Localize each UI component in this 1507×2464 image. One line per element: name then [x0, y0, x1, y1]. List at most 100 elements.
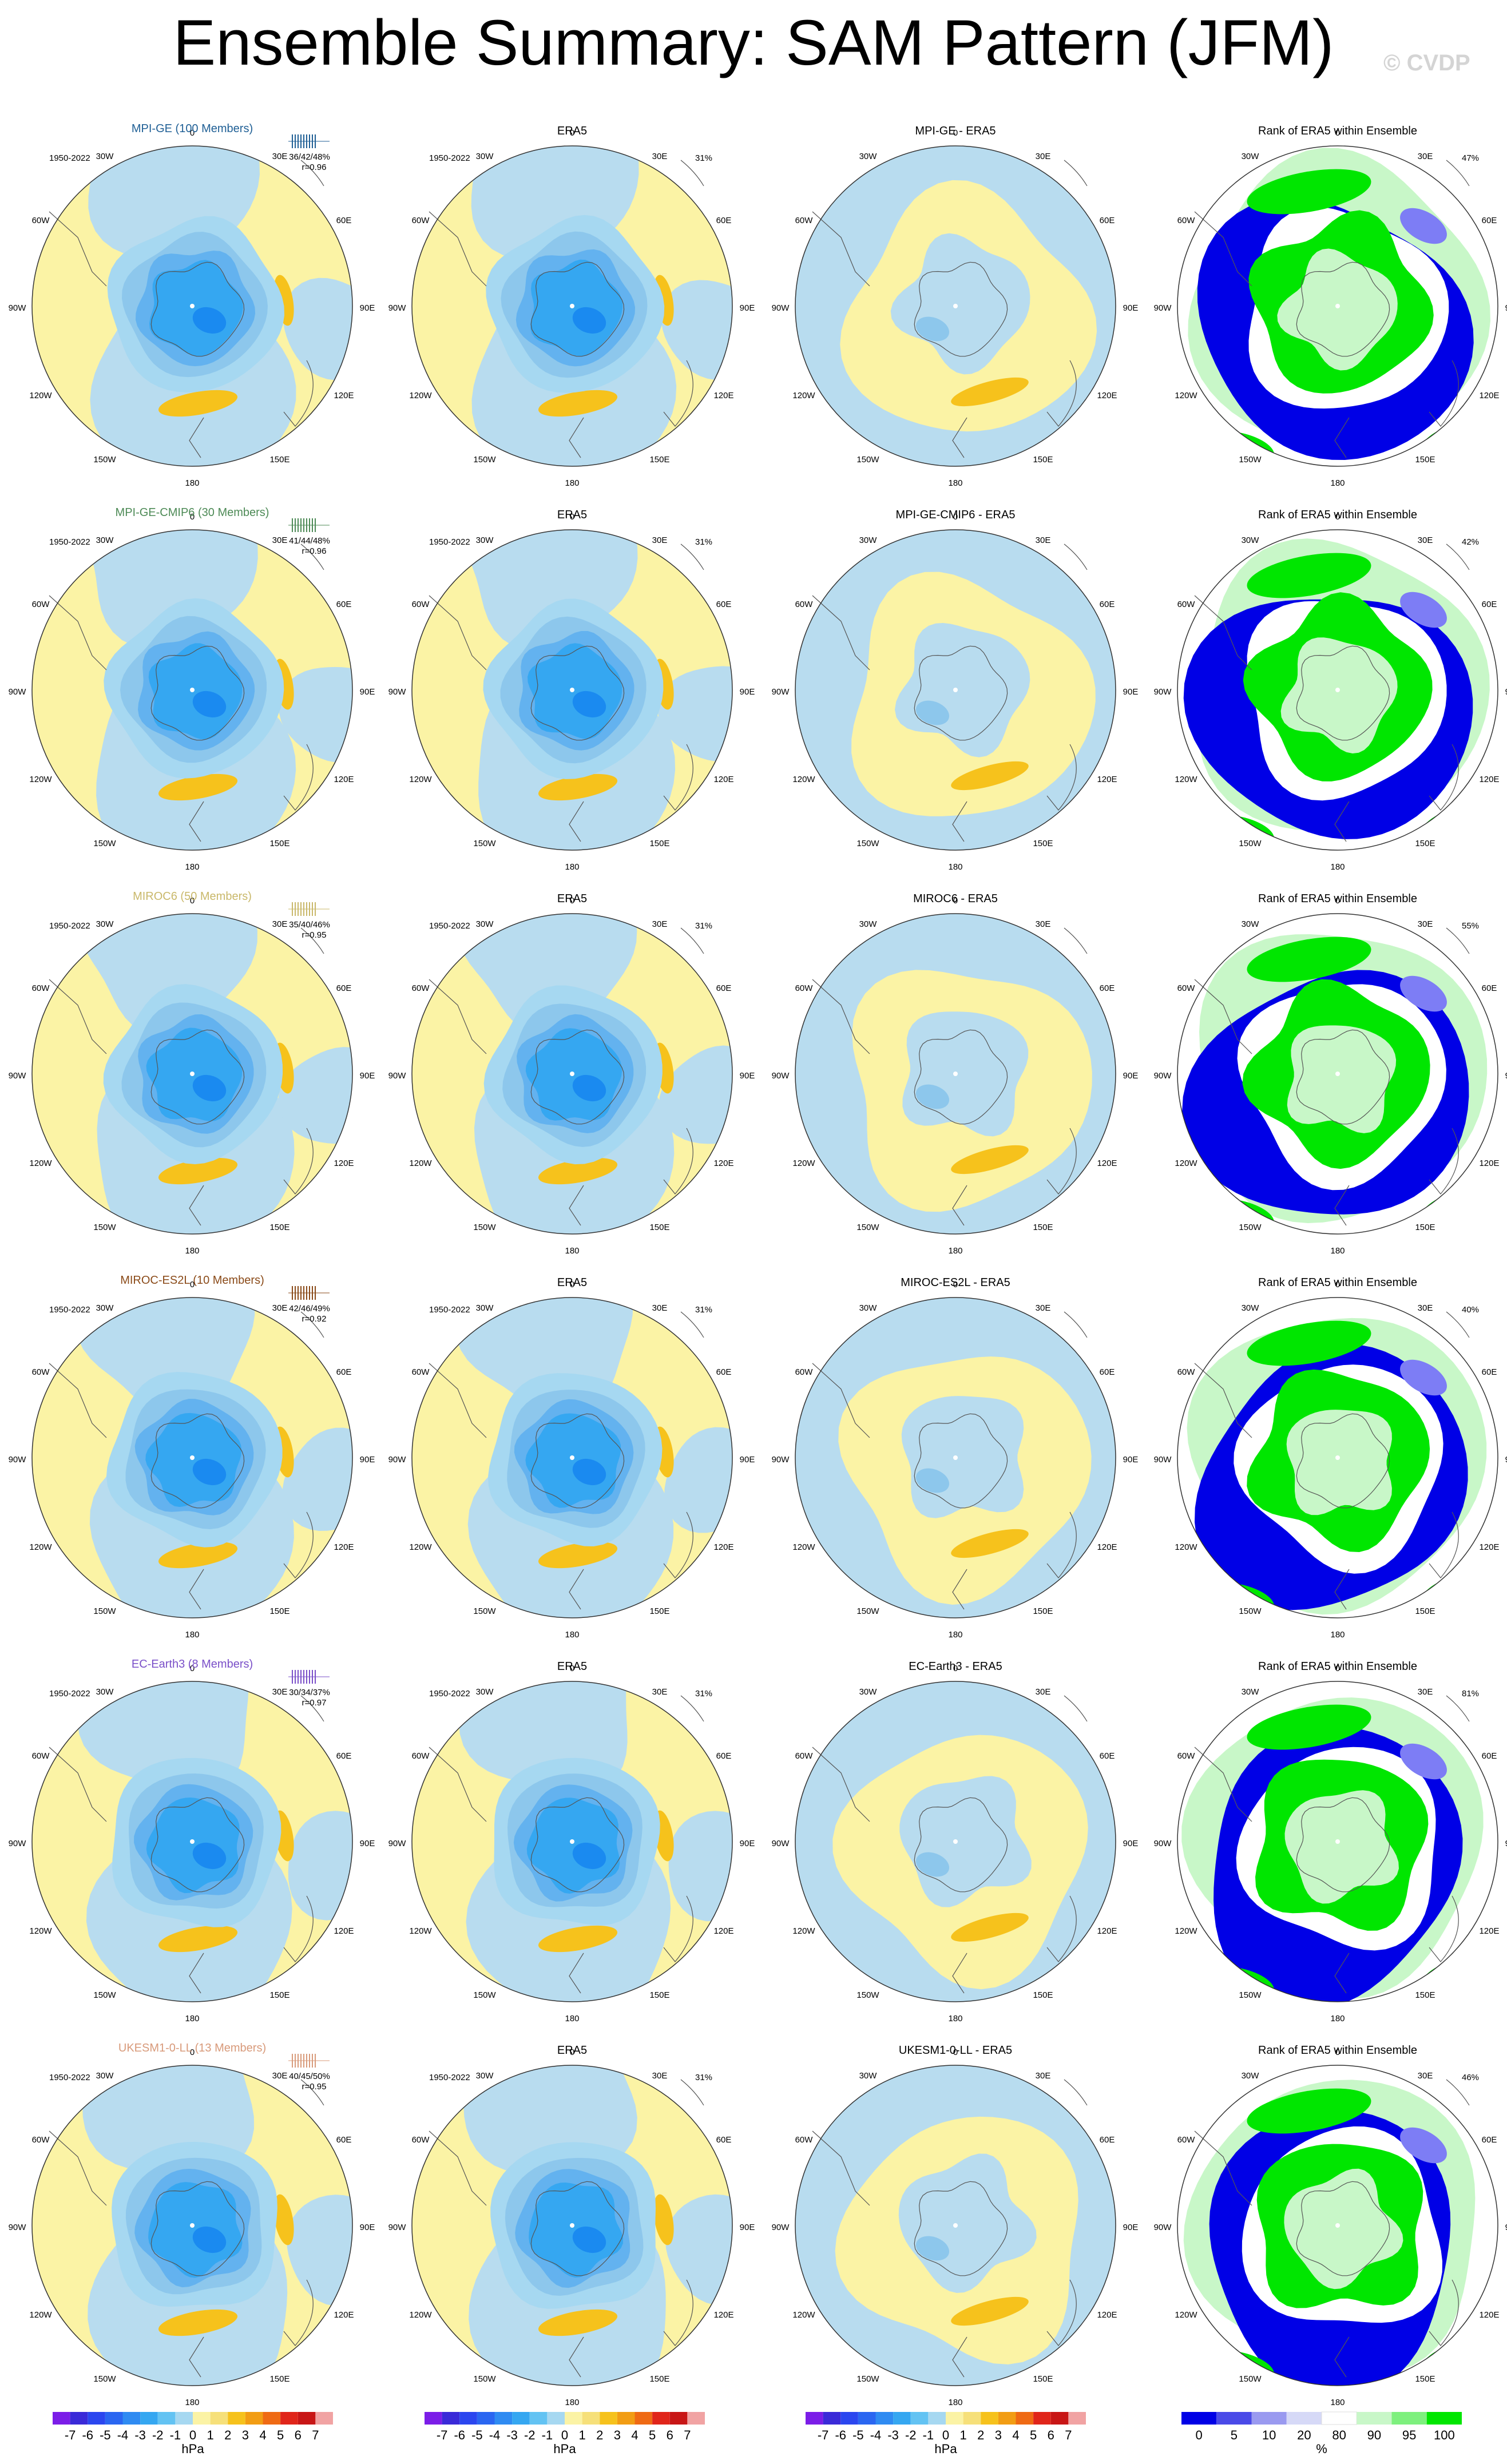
longitude-label: 0 [1335, 1664, 1340, 1673]
africa-coastline [680, 927, 704, 954]
south-pole-marker [1335, 688, 1340, 692]
negative-level-5 [572, 1842, 606, 1870]
longitude-label: 60E [716, 216, 732, 225]
longitude-label: 180 [948, 1246, 962, 1256]
longitude-label: 30W [859, 1687, 878, 1697]
colorbar-tick-label: 7 [684, 2428, 691, 2442]
longitude-label: 60E [336, 216, 352, 225]
colorbar-swatch [823, 2412, 841, 2425]
positive-anomaly [273, 2194, 294, 2245]
difference-title: UKESM1-0-LL - ERA5 [899, 2044, 1012, 2057]
longitude-label: 150W [93, 455, 116, 465]
negative-level-5 [192, 2226, 227, 2253]
colorbar-tick-label: 4 [259, 2428, 266, 2442]
colorbar-swatch [140, 2412, 158, 2425]
australia-coastline [1046, 360, 1077, 427]
rank-high-region [1247, 2088, 1371, 2134]
longitude-label: 30E [272, 919, 288, 929]
longitude-label: 90W [1154, 2223, 1172, 2232]
rank-low-region [1400, 592, 1447, 628]
colorbar-swatch [963, 2412, 981, 2425]
positive-anomaly [538, 390, 618, 417]
new-zealand-coastline [569, 1569, 584, 1610]
map-boundary [31, 913, 353, 1235]
longitude-label: 30W [1242, 152, 1260, 161]
longitude-label: 90E [1123, 687, 1139, 697]
colorbar-swatch [858, 2412, 876, 2425]
colorbar-swatch [1181, 2412, 1217, 2425]
colorbar-swatch [910, 2412, 929, 2425]
longitude-label: 120E [1479, 2310, 1499, 2320]
colorbar-tick-label: 20 [1297, 2428, 1311, 2442]
longitude-label: 60E [1482, 216, 1497, 225]
colorbar-tick-label: 2 [596, 2428, 603, 2442]
rank-high-region [1247, 1704, 1371, 1750]
difference-title: MPI-GE-CMIP6 - ERA5 [896, 509, 1016, 521]
longitude-label: 60E [716, 983, 732, 993]
longitude-label: 30W [859, 919, 878, 929]
new-zealand-coastline [1334, 417, 1350, 458]
longitude-label: 120W [792, 1542, 815, 1552]
south-pole-marker [570, 1455, 574, 1460]
africa-coastline [1446, 543, 1470, 570]
south-america-coastline [1194, 979, 1252, 1054]
map-boundary [795, 2065, 1116, 2386]
longitude-label: 90W [9, 303, 27, 313]
longitude-label: 90E [1505, 2223, 1507, 2232]
difference-title: MIROC6 - ERA5 [913, 892, 998, 905]
longitude-label: 30W [859, 535, 878, 545]
longitude-label: 180 [185, 1246, 199, 1256]
pattern-correlation: r=0.92 [302, 1314, 327, 1324]
south-pole-marker [570, 1072, 574, 1076]
colorbar-tick-label: 4 [631, 2428, 638, 2442]
longitude-label: 120E [1097, 775, 1117, 784]
new-zealand-coastline [569, 801, 584, 842]
longitude-label: 120W [1175, 2310, 1197, 2320]
longitude-label: 120E [713, 1926, 733, 1936]
colorbar-tick-label: -7 [65, 2428, 76, 2442]
longitude-label: 120E [713, 1542, 733, 1552]
longitude-label: 0 [953, 512, 958, 522]
longitude-label: 120E [1479, 1158, 1499, 1168]
rank-high-region [1247, 553, 1371, 598]
south-pole-marker [953, 304, 958, 308]
ensemble-spread-indicator [288, 1670, 330, 1684]
model-title: MPI-GE (100 Members) [132, 122, 253, 135]
longitude-label: 30E [652, 919, 668, 929]
colorbar-swatch [228, 2412, 245, 2425]
africa-coastline [1064, 543, 1088, 570]
longitude-label: 150W [856, 1223, 879, 1232]
south-pole-marker [190, 1455, 195, 1460]
south-america-coastline [1194, 2130, 1252, 2206]
australia-coastline [663, 360, 693, 427]
south-pole-marker [570, 2223, 574, 2228]
antarctica-coastline [530, 1029, 625, 1125]
rank-high-region [1247, 1320, 1371, 1366]
australia-coastline [1429, 2279, 1459, 2346]
south-america-coastline [429, 1747, 487, 1822]
colorbar-swatch [1321, 2411, 1357, 2425]
rim-anomaly-east [659, 1045, 732, 1144]
colorbar-swatch [806, 2412, 823, 2425]
longitude-label: 180 [185, 478, 199, 488]
longitude-label: 150W [93, 839, 116, 848]
positive-anomaly [158, 2309, 238, 2336]
positive-anomaly [158, 773, 238, 801]
longitude-label: 180 [1330, 862, 1345, 872]
positive-anomaly [951, 1145, 1029, 1175]
longitude-label: 0 [570, 896, 574, 906]
longitude-label: 120W [409, 1926, 432, 1936]
longitude-label: 90W [388, 2223, 407, 2232]
longitude-label: 120E [713, 391, 733, 400]
antarctica-coastline [530, 2181, 625, 2276]
south-america-coastline [49, 1363, 107, 1438]
longitude-label: 120W [29, 1926, 52, 1936]
colorbar-swatch [1033, 2412, 1051, 2425]
longitude-label: 90E [360, 303, 375, 313]
australia-coastline [1429, 1895, 1459, 1962]
longitude-label: 90E [360, 1071, 375, 1081]
positive-anomaly [951, 377, 1029, 407]
rim-anomaly-east [278, 1047, 352, 1144]
rank-percent-label: 47% [1462, 153, 1479, 163]
pattern-field [32, 146, 352, 466]
